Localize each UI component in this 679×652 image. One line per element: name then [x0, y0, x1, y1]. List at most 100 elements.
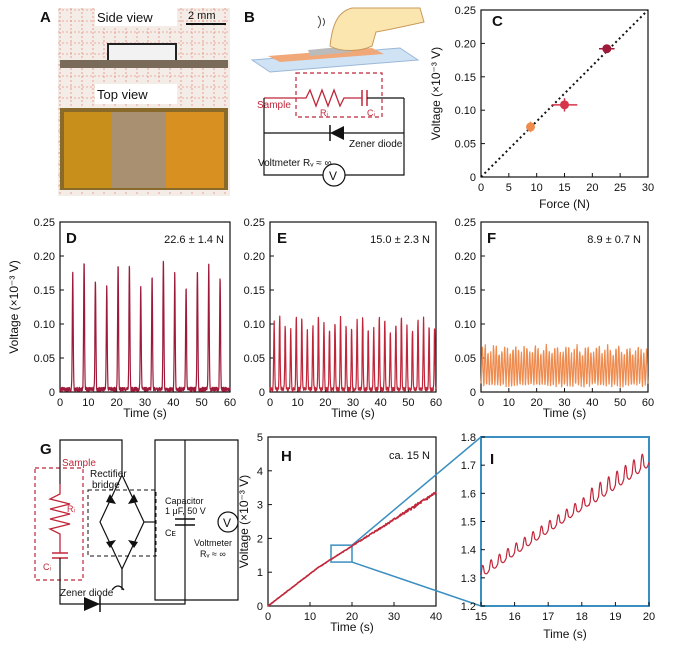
y-tick-label: 2 — [257, 533, 263, 545]
x-tick-label: 15 — [475, 611, 487, 623]
y-tick-label: 0.25 — [455, 217, 476, 229]
x-tick-label: 30 — [347, 397, 359, 409]
scale-bar-label: 2 mm — [188, 10, 216, 22]
voltmeter-v-g: V — [223, 516, 231, 530]
panel-letter-d: D — [66, 230, 77, 247]
capacitor-label-1: Capacitor — [165, 496, 204, 506]
y-tick-label: 0 — [259, 387, 265, 399]
x-axis-label: Time (s) — [543, 627, 587, 641]
x-tick-label: 30 — [139, 397, 151, 409]
y-tick-label: 0.10 — [34, 319, 55, 331]
capacitor-label-2: 1 μF, 50 V — [165, 506, 206, 516]
bridge-diode-2 — [128, 494, 138, 504]
panel-letter-c: C — [492, 13, 503, 30]
top-view-label-bg — [95, 84, 177, 104]
resistor-ri-g — [48, 484, 71, 553]
x-tick-label: 0 — [478, 397, 484, 409]
x-tick-label: 10 — [531, 182, 543, 194]
zener-diode-icon-g — [84, 597, 100, 611]
y-tick-label: 0.10 — [244, 319, 265, 331]
zener-diode-icon — [330, 126, 344, 140]
series-line-i — [480, 453, 650, 576]
panel-letter-f: F — [487, 230, 496, 247]
y-tick-label: 0 — [257, 601, 263, 613]
force-annotation: 22.6 ± 1.4 N — [164, 234, 224, 246]
plot-frame — [480, 436, 650, 607]
voltmeter-icon-g — [217, 511, 239, 533]
chart-c: 0 5 10 15 20 25 30 0 0.05 0.10 0.15 0.20 0.25 Force (… — [429, 5, 654, 211]
x-tick-label: 20 — [643, 611, 655, 623]
top-view-tile-center — [112, 112, 166, 188]
x-tick-label: 10 — [503, 397, 515, 409]
y-tick-label: 0.25 — [34, 217, 55, 229]
ci-label: Cᵢ — [367, 108, 375, 118]
y-tick-label: 0.05 — [455, 139, 476, 151]
panel-letter-i: I — [490, 451, 494, 468]
y-tick-label: 0.25 — [455, 5, 476, 17]
x-tick-label: 50 — [402, 397, 414, 409]
y-tick-label: 0.05 — [455, 353, 476, 365]
x-axis-label: Force (N) — [539, 197, 590, 211]
y-tick-label: 0 — [49, 387, 55, 399]
y-tick-label: 0 — [470, 172, 476, 184]
x-tick-label: 30 — [642, 182, 654, 194]
x-tick-label: 60 — [430, 397, 442, 409]
x-tick-label: 20 — [531, 397, 543, 409]
plot-frame — [59, 221, 231, 393]
x-tick-label: 17 — [542, 611, 554, 623]
y-tick-label: 0.20 — [455, 251, 476, 263]
sample-label-g: Sample — [62, 458, 96, 469]
x-tick-label: 50 — [614, 397, 626, 409]
side-view-label: Side view — [97, 10, 153, 25]
x-tick-label: 20 — [586, 182, 598, 194]
y-tick-label: 0.20 — [34, 251, 55, 263]
x-tick-label: 40 — [375, 397, 387, 409]
y-tick-label: 1.6 — [461, 488, 476, 500]
y-axis-label: Voltage (×10⁻³ V) — [429, 47, 443, 140]
x-tick-label: 25 — [614, 182, 626, 194]
x-tick-label: 10 — [304, 611, 316, 623]
panel-letter-g: G — [40, 441, 52, 458]
finger-icon — [329, 7, 425, 51]
series-line-f — [480, 343, 649, 388]
plot-frame — [480, 221, 649, 393]
y-tick-label: 0.10 — [455, 319, 476, 331]
resistor-ri — [264, 88, 362, 108]
plot-frame — [267, 436, 437, 607]
x-tick-label: 20 — [346, 611, 358, 623]
bridge-diode-3 — [106, 540, 116, 548]
zener-label-g: Zener diode — [60, 588, 114, 599]
x-tick-label: 0 — [57, 397, 63, 409]
chart-i: 15 16 17 18 19 20 1.2 1.3 1.4 1.5 1.6 1.7 1.8 Time (s… — [461, 432, 655, 641]
series-line-e — [269, 315, 437, 392]
x-tick-label: 20 — [111, 397, 123, 409]
y-tick-label: 0.15 — [34, 285, 55, 297]
y-tick-label: 0.15 — [455, 72, 476, 84]
bridge-diode-1 — [106, 494, 116, 504]
chart-e: 0 10 20 30 40 50 60 0 0.05 0.10 0.15 0.20 0.25 Time (… — [244, 217, 443, 420]
series-line-h — [267, 491, 437, 607]
y-tick-label: 1.8 — [461, 432, 476, 444]
data-point-1 — [526, 122, 536, 132]
y-tick-label: 1.2 — [461, 601, 476, 613]
top-view-tile-right — [166, 112, 224, 188]
top-view-label: Top view — [97, 87, 148, 102]
x-tick-label: 60 — [642, 397, 654, 409]
bridge-diode-4 — [128, 540, 138, 548]
x-tick-label: 15 — [558, 182, 570, 194]
wire-crossover — [111, 585, 125, 591]
sample-box-g — [34, 467, 84, 581]
x-tick-label: 20 — [319, 397, 331, 409]
rectifier-label-1: Rectifier — [90, 469, 127, 480]
y-tick-label: 0.05 — [34, 353, 55, 365]
x-tick-label: 50 — [196, 397, 208, 409]
y-axis-label: Voltage (×10⁻³ V) — [237, 475, 251, 568]
x-tick-label: 40 — [586, 397, 598, 409]
panel-g: G Sample Rᵢ Cᵢ Rectifier bridge Capacito… — [34, 439, 239, 612]
voltmeter-label-g-2: Rᵥ ≈ ∞ — [200, 549, 226, 559]
ci-label-g: Cᵢ — [43, 562, 51, 572]
x-tick-label: 10 — [82, 397, 94, 409]
zoom-connector-top — [351, 436, 482, 546]
voltmeter-label: Voltmeter Rᵥ ≈ ∞ — [258, 158, 332, 169]
